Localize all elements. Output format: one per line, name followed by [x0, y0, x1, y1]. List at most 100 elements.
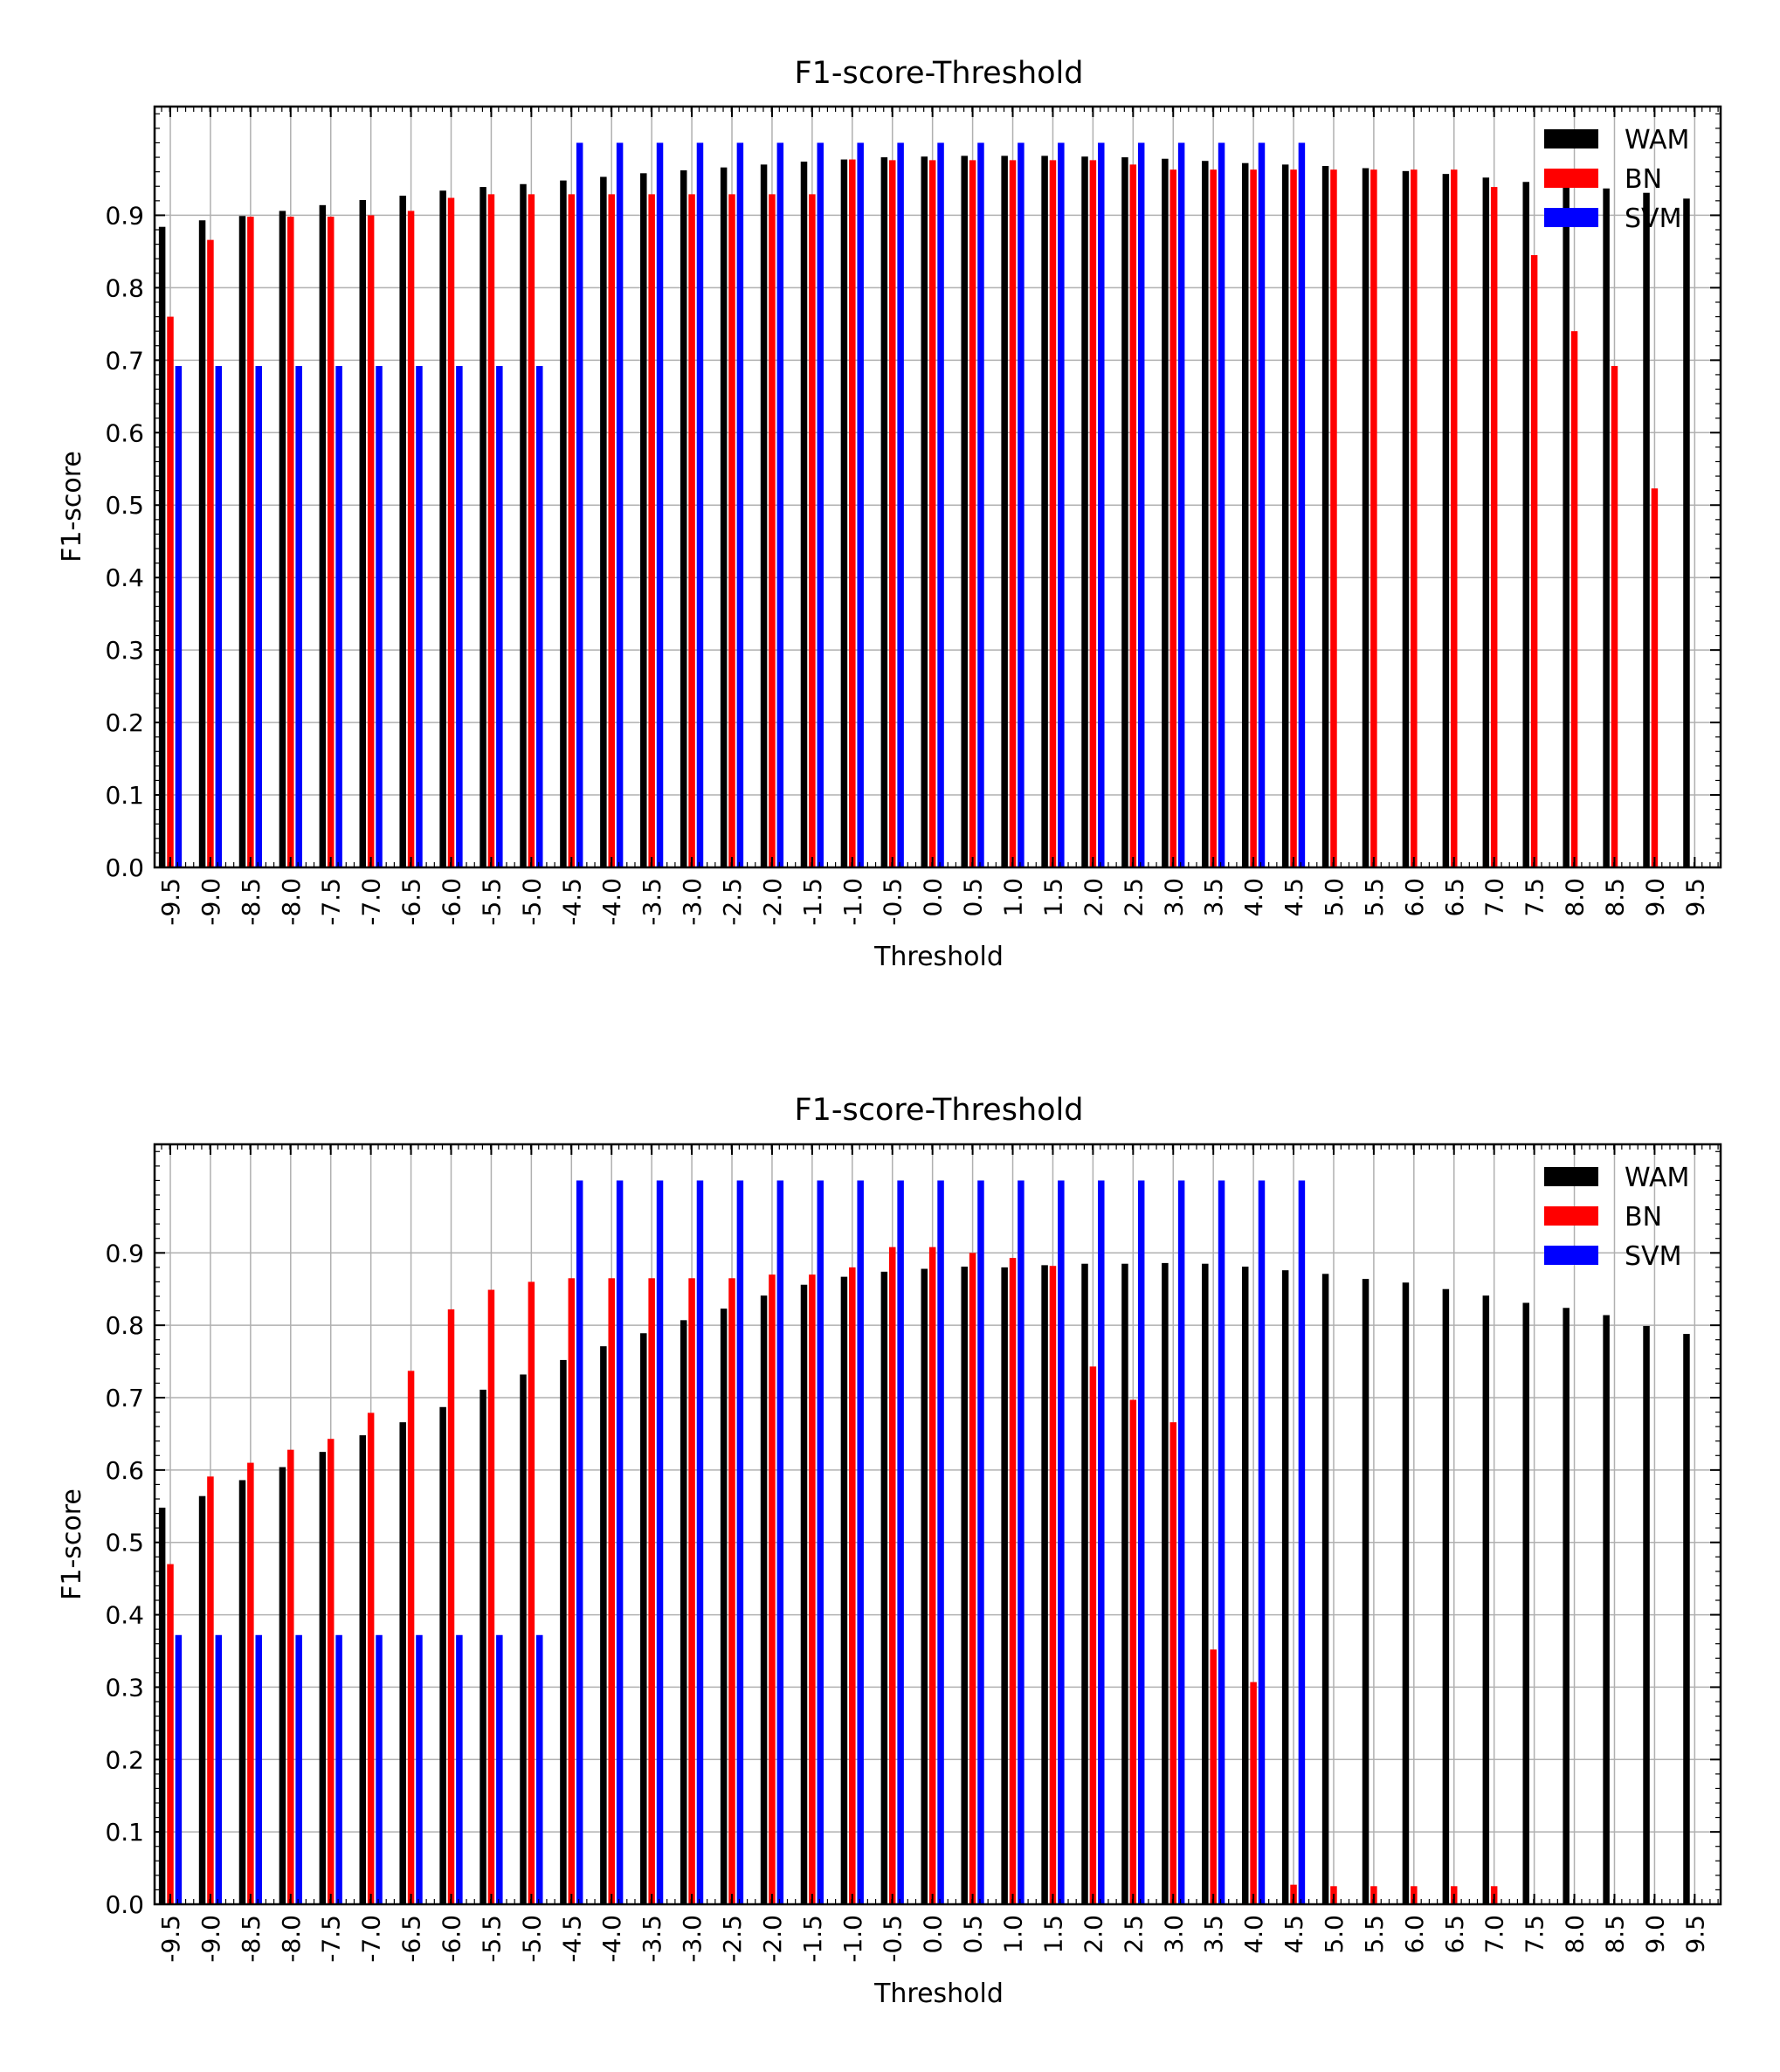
bar-wam [399, 1422, 406, 1904]
bar-bn [928, 160, 936, 867]
x-tick-label: -8.0 [277, 1915, 306, 1963]
bar-wam [840, 159, 848, 867]
y-tick-label: 0.3 [105, 636, 144, 665]
bar-bn [1370, 169, 1377, 868]
bar-wam [439, 190, 446, 868]
legend-swatch-bn [1544, 169, 1598, 188]
y-ticks: 0.0 0.1 0.2 0.3 0.4 0.5 0.6 0.7 0.8 0.9 [105, 1150, 1721, 1919]
bar-svm [977, 142, 984, 868]
bar-wam [1522, 182, 1529, 867]
bar-svm [817, 1180, 824, 1904]
bar-wam [800, 162, 808, 868]
bar-bn [1490, 187, 1498, 867]
bar-svm [1258, 142, 1266, 868]
bar-svm [496, 1634, 503, 1904]
x-axis-label: Threshold [873, 942, 1004, 972]
bar-wam [1563, 184, 1570, 868]
bar-wam [600, 1346, 607, 1904]
x-tick-label: -9.0 [197, 1915, 225, 1963]
bar-bn [608, 194, 615, 867]
x-tick-label: -3.0 [678, 878, 707, 926]
x-tick-label: 8.5 [1600, 1915, 1629, 1954]
bar-wam [158, 1507, 166, 1904]
x-axis-label: Threshold [873, 1979, 1004, 2009]
bar-wam [198, 220, 206, 868]
bar-svm [897, 1180, 904, 1904]
y-tick-label: 0.1 [105, 1818, 144, 1847]
bar-wam [520, 1374, 527, 1904]
bar-svm [937, 142, 944, 868]
x-tick-label: -1.0 [838, 878, 867, 926]
bar-bn [1530, 255, 1538, 867]
bar-bn [367, 1412, 375, 1904]
x-tick-label: 6.5 [1440, 1915, 1469, 1954]
bar-svm [616, 142, 624, 868]
bar-svm [215, 365, 223, 868]
bar-bn [1330, 169, 1337, 868]
bar-wam [1321, 1274, 1329, 1904]
x-tick-label: 4.0 [1239, 878, 1268, 917]
bar-bn [1129, 1399, 1137, 1904]
x-tick-label: -6.5 [397, 878, 426, 926]
x-tick-label: 9.0 [1640, 878, 1669, 917]
bar-svm [576, 1180, 583, 1904]
bar-svm [1098, 1180, 1105, 1904]
bar-wam [1321, 166, 1329, 867]
bar-svm [937, 1180, 944, 1904]
x-tick-label: -6.0 [438, 878, 466, 926]
x-tick-label: -3.0 [678, 1915, 707, 1963]
chart-title: F1-score-Threshold [795, 1093, 1084, 1128]
x-tick-label: 1.0 [999, 878, 1028, 917]
bar-bn [1651, 488, 1659, 867]
plot-frame [153, 105, 1722, 869]
bar-wam [1162, 158, 1169, 868]
bar-bn [1169, 1422, 1176, 1904]
x-tick-label: 1.5 [1038, 878, 1067, 917]
x-tick-label: 0.0 [919, 878, 948, 917]
chart-bottom: F1-score-Threshold Threshold F1-score 0.… [57, 1093, 1722, 2009]
bar-svm [376, 1634, 383, 1904]
x-tick-label: -5.5 [477, 1915, 506, 1963]
y-tick-label: 0.7 [105, 1384, 144, 1412]
x-tick-label: 3.5 [1199, 1915, 1228, 1954]
bar-wam [1603, 188, 1610, 868]
bar-bn [1089, 1366, 1097, 1904]
bar-bn [167, 1564, 174, 1904]
bar-svm [1018, 1180, 1025, 1904]
bar-bn [1210, 169, 1217, 868]
x-tick-label: -9.0 [197, 878, 225, 926]
x-tick-label: 6.0 [1400, 878, 1429, 917]
bar-bn [528, 194, 535, 867]
y-tick-label: 0.8 [105, 1311, 144, 1340]
bar-svm [576, 142, 583, 868]
bar-svm [1018, 142, 1025, 868]
bar-bn [447, 197, 455, 867]
x-tick-label: 2.0 [1079, 878, 1107, 917]
x-tick-label: 9.5 [1680, 878, 1709, 917]
x-tick-label: 5.0 [1320, 1915, 1349, 1954]
x-tick-label: 2.5 [1119, 1915, 1148, 1954]
bar-svm [696, 142, 704, 868]
bar-bn [728, 1278, 735, 1904]
bar-bn [688, 194, 695, 867]
bar-svm [736, 142, 744, 868]
x-tick-label: 8.0 [1561, 1915, 1590, 1954]
bar-bn [688, 1278, 695, 1904]
bar-svm [335, 365, 342, 868]
legend-swatch-svm [1544, 208, 1598, 227]
chart-title: F1-score-Threshold [795, 56, 1084, 91]
bar-svm [175, 1634, 183, 1904]
x-tick-label: -1.5 [798, 1915, 827, 1963]
bar-svm [1058, 142, 1065, 868]
x-tick-label: -9.5 [156, 1915, 185, 1963]
legend: WAM BN SVM [1544, 1163, 1689, 1272]
bar-bn [568, 194, 576, 867]
bar-wam [921, 156, 928, 868]
x-tick-label: 6.0 [1400, 1915, 1429, 1954]
bar-wam [1081, 156, 1088, 868]
x-tick-label: 3.0 [1159, 1915, 1188, 1954]
x-tick-label: 2.0 [1079, 1915, 1107, 1954]
bar-wam [1442, 1288, 1450, 1904]
y-tick-label: 0.0 [105, 853, 144, 882]
bar-wam [760, 164, 768, 868]
